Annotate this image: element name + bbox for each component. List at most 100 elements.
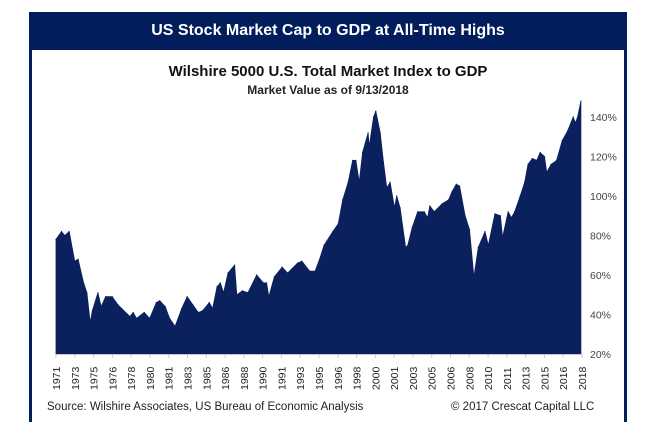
data-point (382, 161, 385, 163)
data-point (459, 185, 461, 187)
data-point (507, 211, 509, 213)
data-point (468, 229, 471, 231)
data-point (502, 236, 504, 239)
data-point (411, 227, 413, 229)
data-point (510, 217, 512, 219)
data-point (358, 181, 360, 183)
data-point (216, 286, 218, 288)
x-tick-label: 1973 (70, 366, 82, 390)
data-point (386, 187, 388, 189)
data-point (396, 195, 398, 197)
data-point (169, 317, 171, 319)
data-point (129, 315, 131, 318)
axes: 1971 1973 1975 1976 1978 1980 1981 1983 1985 1986… (51, 112, 617, 390)
data-point (550, 163, 552, 165)
data-point (514, 211, 516, 213)
data-point (132, 311, 134, 314)
data-point (319, 258, 321, 260)
data-point (219, 282, 221, 284)
y-tick-label: 100% (590, 191, 617, 203)
data-point (268, 296, 270, 298)
data-point (455, 183, 457, 185)
data-point (77, 258, 79, 260)
data-point (524, 181, 526, 183)
banner-title: US Stock Market Cap to GDP at All-Time H… (29, 12, 627, 50)
data-point (212, 308, 214, 310)
data-point (546, 171, 548, 173)
data-point (427, 217, 429, 219)
data-point (572, 116, 574, 118)
data-point (580, 100, 582, 102)
data-point (561, 140, 563, 142)
data-point (309, 270, 311, 272)
x-tick-label: 1978 (126, 366, 138, 390)
copyright-note: © 2017 Crescat Capital LLC (451, 401, 595, 413)
data-point (117, 304, 119, 306)
data-point (451, 191, 453, 193)
data-point (373, 116, 375, 118)
x-tick-label: 2016 (558, 366, 570, 390)
data-point (448, 199, 450, 201)
data-point (74, 260, 76, 262)
data-point (531, 157, 534, 160)
x-tick-label: 2010 (483, 366, 495, 390)
data-point (192, 304, 194, 306)
data-point (487, 244, 489, 246)
x-tick-label: 1980 (145, 366, 157, 390)
data-point (155, 302, 157, 304)
data-point (91, 310, 93, 312)
x-tick-label: 2005 (427, 366, 439, 390)
x-tick-label: 1983 (183, 366, 195, 390)
data-point (473, 276, 475, 278)
data-point (577, 116, 579, 118)
data-point (464, 215, 466, 217)
data-point (281, 266, 283, 268)
data-point (567, 130, 569, 132)
x-tick-label: 1998 (352, 366, 364, 390)
x-tick-label: 1986 (220, 366, 232, 390)
x-tick-label: 2000 (370, 366, 382, 390)
data-point (484, 231, 486, 233)
data-point (393, 207, 396, 209)
data-point (423, 211, 425, 213)
data-point (519, 195, 521, 197)
x-tick-label: 1975 (89, 366, 101, 390)
x-tick-label: 2001 (389, 366, 401, 390)
y-tick-label: 120% (590, 152, 617, 164)
data-point (499, 215, 501, 217)
data-point (352, 159, 354, 161)
data-point (60, 231, 63, 233)
data-point (362, 151, 364, 154)
data-point (262, 282, 264, 284)
data-point (399, 207, 401, 209)
data-point (287, 272, 289, 274)
data-point (135, 317, 138, 319)
data-point (527, 163, 529, 165)
data-point (379, 132, 381, 134)
data-point (236, 294, 238, 296)
data-point (296, 262, 299, 264)
area-series-0 (55, 100, 582, 355)
data-point (89, 321, 91, 323)
data-point (367, 132, 369, 134)
data-point (83, 282, 85, 284)
data-point (355, 159, 357, 161)
plot-area (55, 100, 582, 355)
data-point (55, 238, 57, 240)
y-tick-label: 140% (590, 112, 617, 124)
data-point (543, 155, 546, 158)
data-point (556, 159, 558, 161)
data-point (407, 244, 409, 246)
data-point (301, 260, 303, 262)
x-tick-label: 2006 (446, 366, 458, 390)
y-tick-label: 20% (590, 349, 611, 361)
x-tick-label: 1985 (201, 366, 213, 390)
data-point (97, 292, 99, 294)
y-tick-label: 60% (590, 270, 611, 282)
data-point (368, 146, 370, 148)
data-point (441, 203, 443, 205)
data-point (164, 306, 166, 308)
x-tick-label: 1981 (164, 366, 176, 390)
x-tick-label: 1990 (258, 366, 270, 390)
